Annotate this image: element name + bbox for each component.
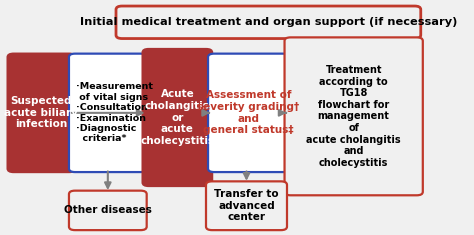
FancyBboxPatch shape (208, 54, 289, 172)
Text: Suspected
acute biliary
infection: Suspected acute biliary infection (4, 96, 78, 129)
Text: Acute
cholangitis
or
acute
cholecystitis: Acute cholangitis or acute cholecystitis (140, 89, 214, 146)
FancyBboxPatch shape (206, 181, 287, 230)
Text: Transfer to
advanced
center: Transfer to advanced center (214, 189, 279, 222)
FancyBboxPatch shape (8, 54, 75, 172)
FancyBboxPatch shape (143, 49, 212, 186)
Text: Initial medical treatment and organ support (if necessary): Initial medical treatment and organ supp… (80, 17, 457, 27)
FancyBboxPatch shape (69, 191, 146, 230)
Text: Assessment of
severity grading†
and
general status‡: Assessment of severity grading† and gene… (198, 90, 300, 135)
Text: Treatment
according to
TG18
flowchart for
management
of
acute cholangitis
and
ch: Treatment according to TG18 flowchart fo… (306, 65, 401, 168)
Text: ·Measurement
 of vital signs
·Consultation
·Examination
·Diagnostic
  criteria*: ·Measurement of vital signs ·Consultatio… (76, 82, 153, 143)
FancyBboxPatch shape (69, 54, 146, 172)
FancyBboxPatch shape (116, 6, 421, 39)
Text: Other diseases: Other diseases (64, 205, 152, 215)
FancyBboxPatch shape (284, 37, 423, 195)
